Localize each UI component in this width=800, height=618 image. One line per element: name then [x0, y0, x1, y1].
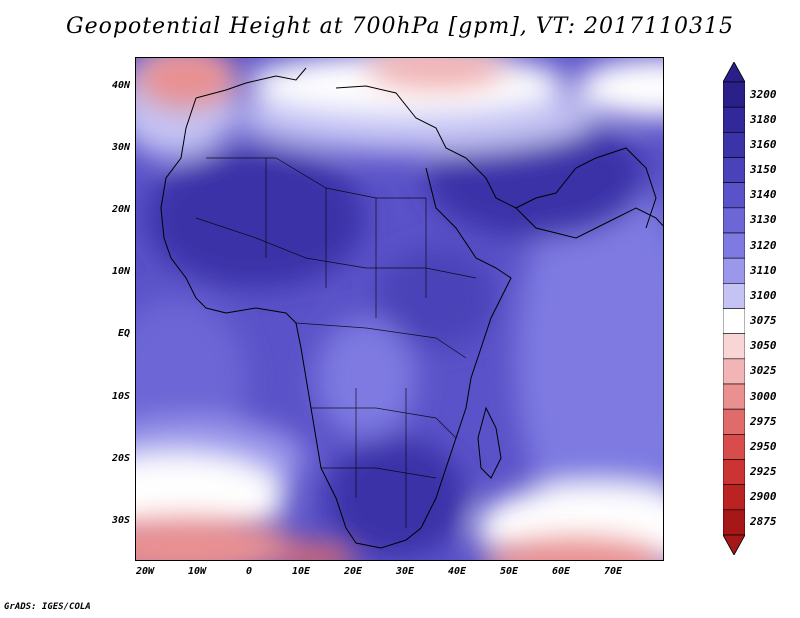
colorbar-label: 3150	[750, 163, 777, 177]
lon-label: 20W	[135, 566, 155, 577]
lon-label: 10E	[291, 566, 311, 577]
coastline	[160, 67, 663, 549]
colorbar	[723, 62, 745, 555]
lat-label: 30S	[111, 515, 130, 526]
colorbar-label: 3075	[750, 314, 777, 328]
colorbar-label: 3130	[750, 213, 777, 227]
colorbar-label: 3050	[750, 339, 777, 353]
lat-label: 10N	[111, 266, 130, 277]
colorbar-cell	[723, 383, 745, 410]
colorbar-cell	[723, 132, 745, 158]
lat-label: 40N	[111, 80, 130, 91]
colorbar-cell	[723, 408, 745, 435]
colorbar-label: 3000	[750, 389, 777, 403]
colorbar-label: 3120	[750, 238, 777, 252]
lon-label: 60E	[551, 566, 571, 577]
lon-label: 50E	[499, 566, 519, 577]
colorbar-cell	[723, 232, 745, 259]
colorbar-cell	[723, 358, 745, 385]
colorbar-cell	[723, 459, 745, 485]
colorbar-cell	[723, 157, 745, 183]
lon-label: 70E	[603, 566, 623, 577]
colorbar-label: 3200	[750, 87, 777, 101]
lon-label: 10W	[187, 566, 207, 577]
colorbar-cell	[723, 333, 745, 360]
lat-label: 10S	[111, 391, 130, 402]
lon-label: 40E	[447, 566, 467, 577]
colorbar-cell	[723, 81, 745, 108]
colorbar-cell	[723, 484, 745, 511]
lat-label: EQ	[117, 328, 130, 339]
chart-title: Geopotential Height at 700hPa [gpm], VT:…	[66, 14, 734, 39]
lon-label: 30E	[395, 566, 415, 577]
country-borders	[195, 157, 477, 528]
colorbar-label: 2950	[750, 439, 777, 453]
colorbar-top-arrow	[723, 62, 745, 83]
colorbar-label: 3180	[750, 112, 777, 126]
colorbar-cell	[723, 257, 745, 284]
colorbar-label: 3025	[750, 364, 777, 378]
colorbar-label: 3100	[750, 288, 777, 302]
colorbar-cell	[723, 308, 745, 334]
colorbar-bottom-arrow	[723, 534, 745, 555]
lat-label: 20S	[111, 453, 130, 464]
colorbar-label: 2975	[750, 414, 777, 428]
colorbar-cell	[723, 106, 745, 133]
colorbar-cell	[723, 283, 745, 309]
colorbar-cell	[723, 207, 745, 234]
colorbar-label: 3140	[750, 188, 777, 202]
colorbar-cell	[723, 182, 745, 209]
colorbar-label: 2900	[750, 490, 777, 504]
footer-credit: GrADS: IGES/COLA	[4, 602, 91, 612]
lat-label: 20N	[111, 204, 130, 215]
geopotential-field	[136, 58, 663, 560]
colorbar-label: 2925	[750, 465, 777, 479]
lat-label: 30N	[111, 142, 130, 153]
lon-label: 0	[245, 566, 253, 577]
map-panel	[135, 57, 664, 561]
colorbar-label: 3160	[750, 137, 777, 151]
colorbar-cell	[723, 509, 745, 536]
colorbar-cell	[723, 434, 745, 460]
lon-label: 20E	[343, 566, 363, 577]
colorbar-label: 3110	[750, 263, 777, 277]
colorbar-label: 2875	[750, 515, 777, 529]
